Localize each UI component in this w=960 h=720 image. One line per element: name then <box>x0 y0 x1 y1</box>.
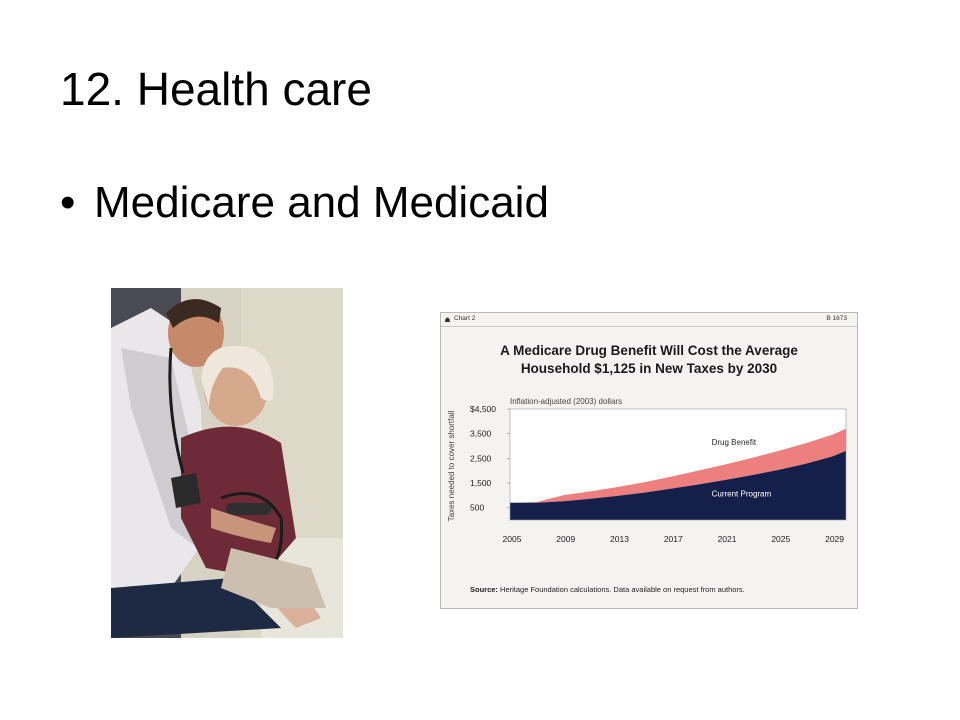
chart-title: A Medicare Drug Benefit Will Cost the Av… <box>441 342 857 378</box>
source-text: Heritage Foundation calculations. Data a… <box>500 585 745 594</box>
slide-title: 12. Health care <box>60 63 372 115</box>
y-tick-label: $4,500 <box>470 404 496 414</box>
photo-illustration <box>111 288 343 638</box>
chart-code-label: B 1673 <box>826 315 847 322</box>
x-tick-label: 2005 <box>503 534 522 544</box>
x-tick-label: 2029 <box>825 534 844 544</box>
x-tick-label: 2021 <box>718 534 737 544</box>
doctor-patient-photo <box>111 288 343 638</box>
chart-panel: Chart 2 B 1673 A Medicare Drug Benefit W… <box>440 312 858 609</box>
series-label-drug-benefit: Drug Benefit <box>712 438 757 447</box>
x-tick-label: 2025 <box>771 534 790 544</box>
y-axis-title: Taxes needed to cover shortfall <box>447 410 456 521</box>
area-chart: 500 1,500 2,500 3,500 $4,500 2005 2009 2013 2017… <box>470 404 847 544</box>
bullet-marker: • <box>60 178 76 227</box>
chart-number-label: Chart 2 <box>454 315 476 322</box>
y-tick-label: 3,500 <box>470 429 492 439</box>
y-tick-label: 500 <box>470 503 484 513</box>
bullet-text: Medicare and Medicaid <box>94 178 549 227</box>
chart-title-line-2: Household $1,125 in New Taxes by 2030 <box>520 361 778 376</box>
bullet-item: • Medicare and Medicaid <box>60 178 549 228</box>
y-tick-label: 2,500 <box>470 453 492 463</box>
x-tick-label: 2017 <box>664 534 683 544</box>
x-tick-label: 2009 <box>556 534 575 544</box>
series-area-drug-benefit <box>510 428 846 503</box>
plot-border <box>509 408 847 521</box>
series-label-current-program: Current Program <box>712 490 772 499</box>
y-axis-title-container: Taxes needed to cover shortfall <box>447 410 456 521</box>
y-tick-label: 1,500 <box>470 478 492 488</box>
chart-header-bar: Chart 2 B 1673 <box>441 313 857 327</box>
liberty-bell-icon <box>445 317 450 322</box>
series-area-current-program <box>510 450 846 520</box>
chart-title-line-1: A Medicare Drug Benefit Will Cost the Av… <box>500 343 798 358</box>
source-label: Source: <box>470 585 498 594</box>
x-tick-label: 2013 <box>610 534 629 544</box>
chart-source: Source: Heritage Foundation calculations… <box>470 585 745 594</box>
chart-subtitle: Inflation-adjusted (2003) dollars <box>510 397 623 406</box>
